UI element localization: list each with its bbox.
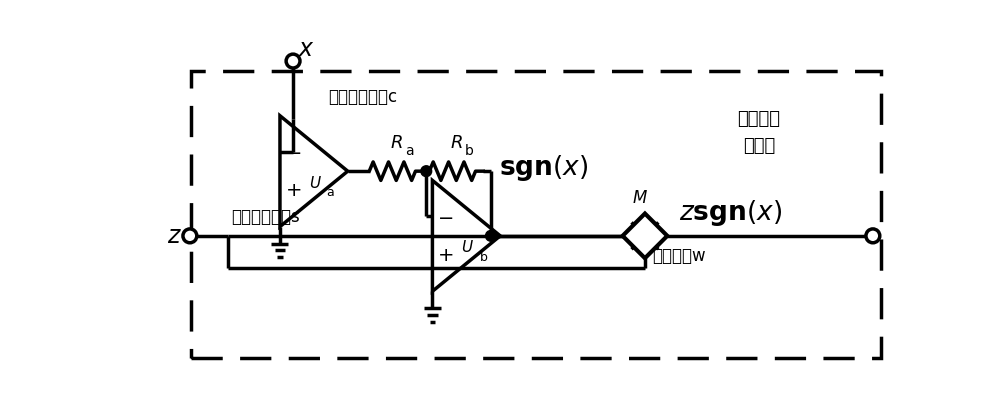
Text: $R$: $R$ <box>450 134 463 152</box>
Text: $\mathrm{b}$: $\mathrm{b}$ <box>464 143 474 158</box>
Text: 选通控制信号c: 选通控制信号c <box>328 88 397 106</box>
Text: $-$: $-$ <box>285 142 301 161</box>
Text: $-$: $-$ <box>437 207 454 226</box>
Text: $\mathrm{b}$: $\mathrm{b}$ <box>479 251 488 264</box>
Text: $\mathbf{sgn}(x)$: $\mathbf{sgn}(x)$ <box>499 153 588 183</box>
Text: $\mathrm{a}$: $\mathrm{a}$ <box>405 144 414 158</box>
Circle shape <box>866 229 880 243</box>
Text: $U$: $U$ <box>461 239 474 256</box>
Text: $z\mathbf{sgn}(x)$: $z\mathbf{sgn}(x)$ <box>679 198 782 228</box>
Text: $+$: $+$ <box>437 246 454 265</box>
Polygon shape <box>623 214 667 258</box>
Text: $M$: $M$ <box>632 189 648 207</box>
Circle shape <box>183 229 197 243</box>
Circle shape <box>421 166 432 176</box>
Text: $R$: $R$ <box>390 134 403 152</box>
Text: 选通信号w: 选通信号w <box>653 247 706 265</box>
Text: $U$: $U$ <box>309 175 322 191</box>
Text: 选通输入信号s: 选通输入信号s <box>231 208 300 226</box>
Text: $z$: $z$ <box>167 224 181 248</box>
Text: $x$: $x$ <box>298 37 314 61</box>
Circle shape <box>286 54 300 68</box>
Text: $\mathrm{a}$: $\mathrm{a}$ <box>326 186 335 199</box>
Text: $+$: $+$ <box>285 181 301 200</box>
Text: 模拟选通
门电路: 模拟选通 门电路 <box>737 111 780 155</box>
Circle shape <box>486 230 496 241</box>
